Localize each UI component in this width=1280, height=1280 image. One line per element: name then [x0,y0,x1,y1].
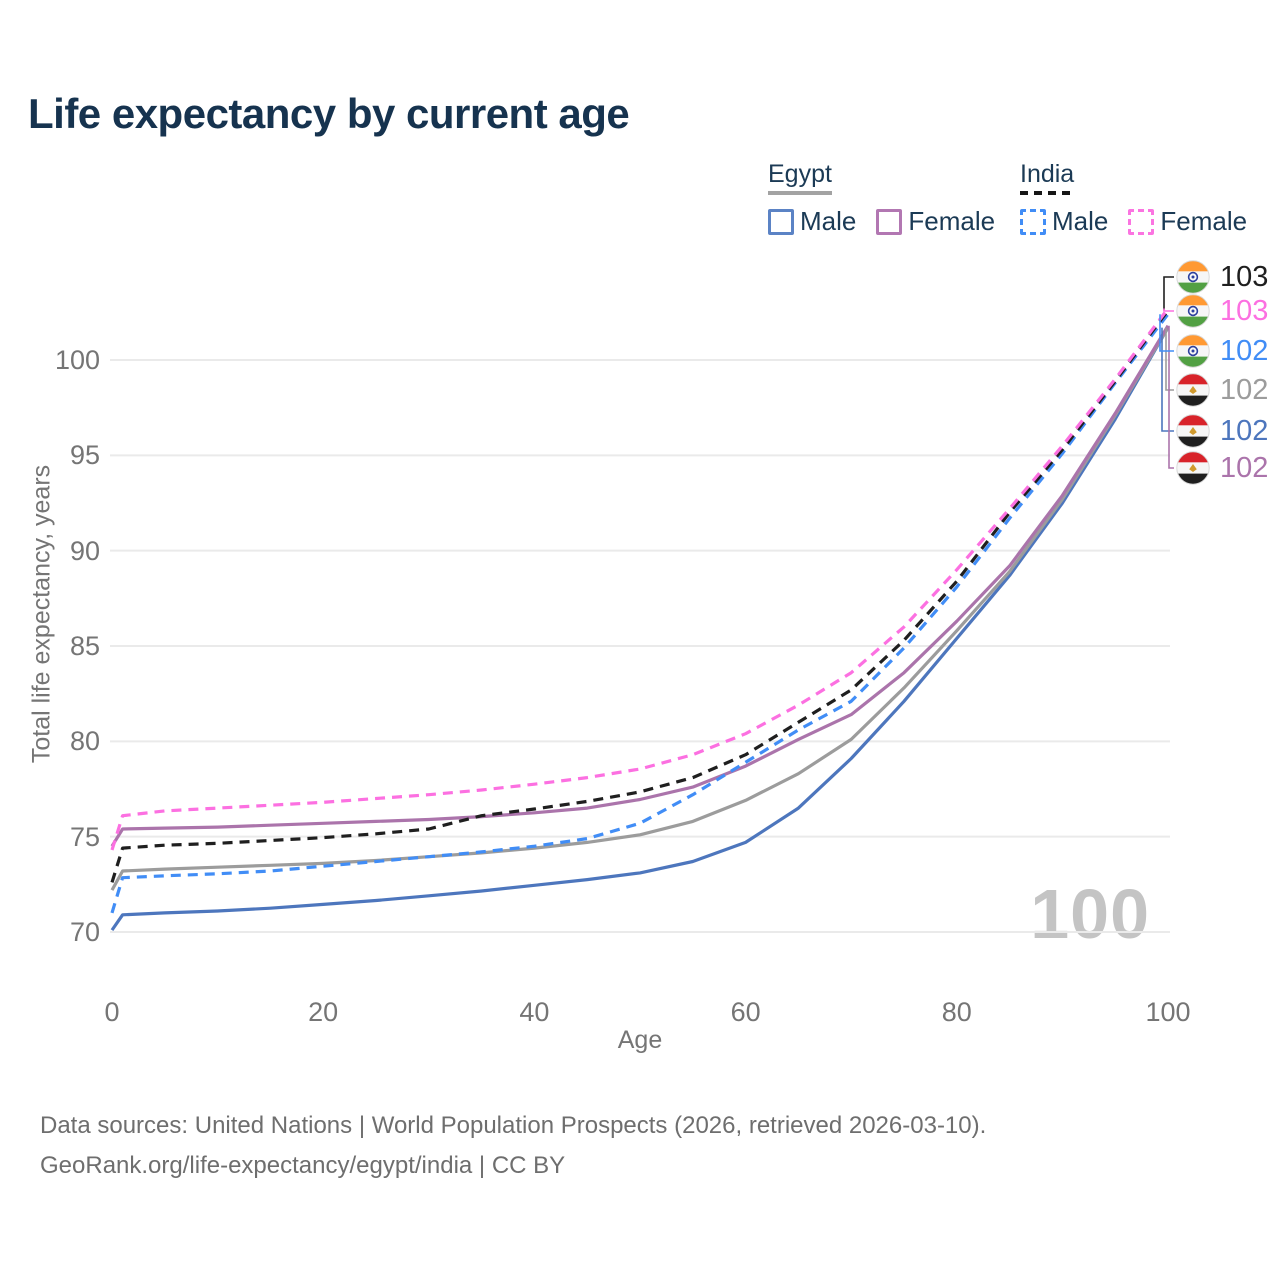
y-tick-label-75: 75 [69,821,100,852]
end-label-india-female: 103 [1176,294,1268,328]
x-tick-label-80: 80 [941,997,972,1027]
x-axis-title: Age [617,1026,663,1054]
legend-india-female-label[interactable]: Female [1160,206,1248,236]
legend-india-header[interactable]: India [1020,160,1075,195]
egypt-flag-icon [1176,451,1210,485]
end-label-egypt-female: 102 [1176,451,1268,485]
series-line-india-male [110,313,1170,914]
x-tick-label-0: 0 [104,997,120,1027]
x-tick-label-100: 100 [1145,997,1191,1027]
legend-india-label: India [1020,160,1075,188]
egypt-flag-icon [1176,414,1210,448]
legend-india-group: India Male Female [1020,160,1267,237]
legend-egypt-header[interactable]: Egypt [768,160,832,195]
series-end-value: 102 [1220,374,1269,406]
india-flag-icon [1176,334,1210,368]
legend-india-male-swatch[interactable] [1020,208,1046,235]
footer-sources: Data sources: United Nations | World Pop… [40,1112,987,1139]
current-age-watermark: 100 [1030,875,1150,953]
series-line-india-female [110,307,1170,851]
india-flag-icon [1176,294,1210,328]
legend-egypt-male-label[interactable]: Male [800,206,857,236]
legend-egypt-label: Egypt [768,160,832,188]
series-end-value: 102 [1220,452,1269,484]
india-flag-icon [1176,260,1210,294]
series-line-egypt-female [110,324,1170,848]
end-label-india-male: 102 [1176,334,1268,368]
series-end-value: 102 [1220,335,1269,367]
legend-egypt-female-label[interactable]: Female [908,206,996,236]
end-label-egypt-male: 102 [1176,414,1268,448]
end-label-connector-egypt-male [1161,327,1174,432]
y-tick-label-70: 70 [69,917,100,947]
footer-link: GeoRank.org/life-expectancy/egypt/india … [40,1152,566,1179]
legend-india-male-label[interactable]: Male [1052,206,1109,236]
legend-india-female-swatch[interactable] [1128,208,1155,235]
end-label-connector-india-male [1159,314,1174,352]
egypt-both-line-swatch [768,191,832,195]
x-tick-label-40: 40 [519,997,550,1027]
end-label-connector-egypt-both [1165,327,1174,391]
page-title: Life expectancy by current age [28,90,630,137]
end-label-connector-egypt-female [1168,325,1174,469]
end-label-connector-india-female [1163,308,1174,312]
india-both-line-swatch [1020,191,1075,195]
series-end-value: 102 [1220,415,1269,447]
y-tick-label-100: 100 [54,345,100,375]
egypt-flag-icon [1176,373,1210,407]
x-tick-label-60: 60 [730,997,761,1027]
y-tick-label-85: 85 [69,631,100,661]
legend-egypt-female-swatch[interactable] [876,208,903,235]
footer: Data sources: United Nations | World Pop… [40,1106,986,1186]
legend-egypt-group: Egypt Male Female [768,160,1015,237]
series-end-value: 103 [1220,261,1269,293]
y-tick-label-90: 90 [69,535,100,566]
end-label-connector-india-both [1163,276,1174,311]
y-tick-label-95: 95 [69,440,100,471]
series-end-value: 103 [1220,295,1269,327]
legend-egypt-male-swatch[interactable] [768,208,794,235]
series-line-egypt-both [110,326,1170,891]
x-tick-label-20: 20 [308,997,339,1027]
series-line-egypt-male [110,326,1170,932]
series-line-india-both [110,309,1170,883]
end-label-egypt-both: 102 [1176,373,1268,407]
y-tick-label-80: 80 [69,726,100,757]
end-label-india-both: 103 [1176,260,1268,294]
